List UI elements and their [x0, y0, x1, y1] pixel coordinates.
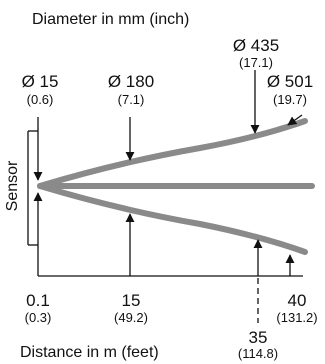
diameter-inch-180: (7.1) [117, 92, 145, 107]
distance-feet-35: (114.8) [237, 346, 279, 361]
diameter-inch-501: (19.7) [273, 92, 307, 107]
distance-label-35: 35 [248, 328, 268, 347]
distance-axis-label: Distance in m (feet) [20, 344, 159, 361]
beam-lower-edge [37, 183, 308, 255]
distance-label-15: 15 [121, 291, 141, 310]
diameter-label-180: Ø 180 [107, 72, 155, 91]
distance-label-0-1: 0.1 [26, 291, 50, 310]
diagram-title: Diameter in mm (inch) [32, 11, 190, 28]
beam-upper-edge [37, 118, 308, 189]
diameter-label-501: Ø 501 [266, 72, 314, 91]
sensor-bracket [27, 130, 38, 246]
distance-axis [37, 262, 303, 277]
distance-feet-40: (131.2) [276, 310, 318, 325]
distance-label-40: 40 [287, 291, 307, 310]
distance-feet-0-1: (0.3) [24, 310, 52, 325]
distance-feet-15: (49.2) [114, 310, 148, 325]
diameter-inch-435: (17.1) [239, 55, 273, 70]
sensor-label: Sensor [4, 160, 21, 212]
arrow-diameter-501-top [287, 114, 303, 126]
beam-lines [37, 118, 315, 255]
diameter-label-15: Ø 15 [21, 72, 59, 91]
diameter-label-435: Ø 435 [232, 36, 280, 55]
diameter-inch-15: (0.6) [26, 92, 54, 107]
